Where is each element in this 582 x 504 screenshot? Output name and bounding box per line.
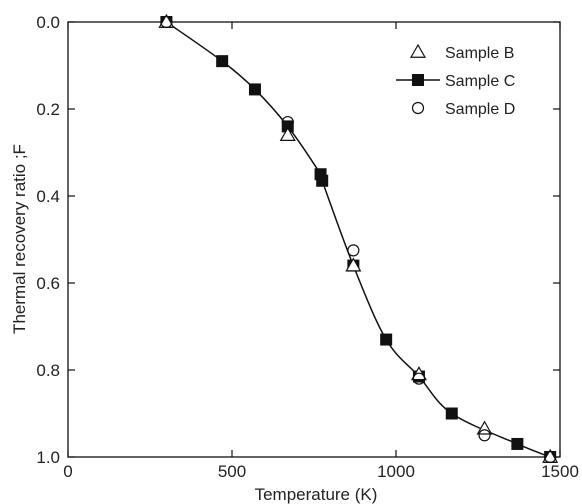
y-tick-label: 0.8 <box>36 361 60 380</box>
sample-c-point <box>380 333 393 346</box>
sample-d-point <box>412 372 426 385</box>
sample-d-point <box>160 15 173 29</box>
sample-c-point <box>248 83 261 96</box>
sample-c-point <box>216 55 229 68</box>
legend-label-sample-b: Sample B <box>445 45 514 62</box>
legend-marker-sample-c <box>412 74 424 86</box>
sample-b-point <box>345 257 362 272</box>
y-tick-label: 0.2 <box>36 100 60 119</box>
sample-c-point <box>445 407 458 420</box>
x-axis-title: Temperature (K) <box>255 485 378 504</box>
data-marks <box>158 13 559 464</box>
sample-c-point <box>511 437 524 450</box>
sample-b-point <box>279 126 296 141</box>
sample-c-point <box>316 174 329 187</box>
x-tick-label: 500 <box>218 462 246 481</box>
sample-d-point <box>544 450 557 464</box>
legend-marker-sample-b <box>409 43 427 58</box>
sample-d-point <box>478 429 491 442</box>
legend-label-sample-c: Sample C <box>445 73 515 90</box>
y-tick-label: 0.0 <box>36 13 60 32</box>
y-axis-title: Thermal recovery ratio ;F <box>10 144 29 334</box>
sample-d-point <box>281 115 294 129</box>
legend-label-sample-d: Sample D <box>445 101 515 118</box>
y-tick-label: 0.4 <box>36 187 60 206</box>
plot-frame <box>67 21 561 458</box>
legend: Sample B Sample C Sample D <box>396 43 515 118</box>
x-tick-label: 1500 <box>541 462 579 481</box>
sample-c-point <box>281 120 294 133</box>
plot-axes <box>67 21 561 458</box>
x-tick-label: 0 <box>63 462 72 481</box>
legend-marker-sample-d <box>411 101 425 115</box>
sample-d-point <box>347 244 360 257</box>
axis-ticks: 0 500 1000 1500 0.0 0.2 0.4 0.6 0.8 1.0 <box>36 13 579 481</box>
y-tick-label: 1.0 <box>36 448 60 467</box>
x-tick-label: 1000 <box>377 462 415 481</box>
y-tick-label: 0.6 <box>36 274 60 293</box>
